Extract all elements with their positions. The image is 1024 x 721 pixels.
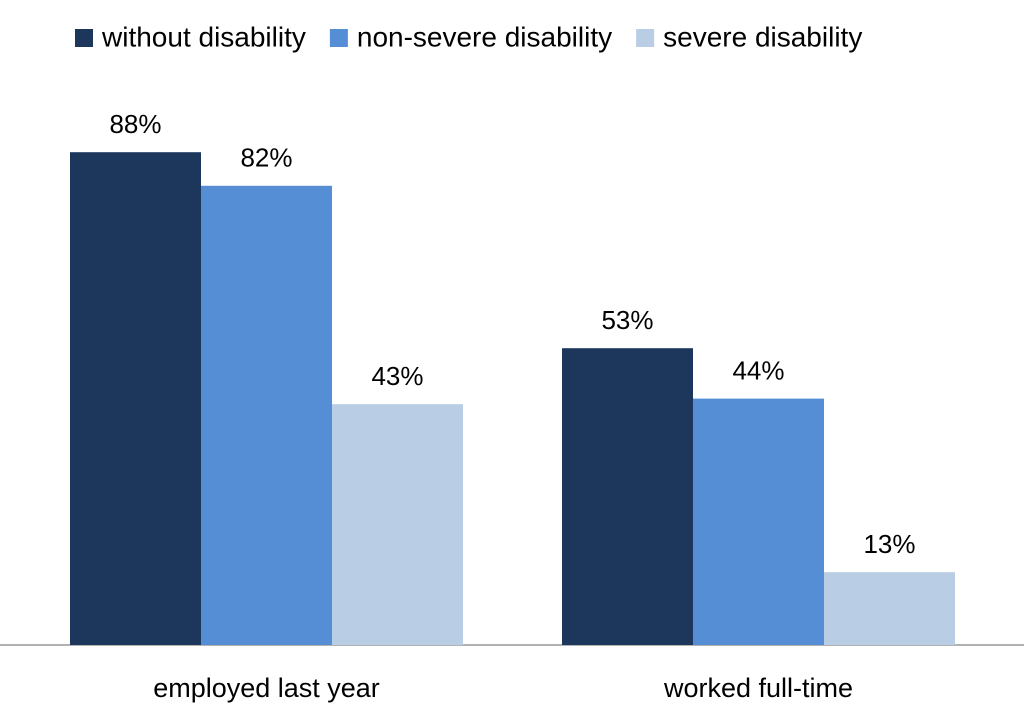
bar bbox=[332, 404, 463, 645]
value-label: 82% bbox=[240, 143, 292, 173]
legend-swatch bbox=[636, 29, 655, 47]
legend-swatch bbox=[75, 29, 93, 47]
legend-label: severe disability bbox=[663, 21, 862, 52]
x-tick-label: employed last year bbox=[153, 673, 380, 703]
value-label: 13% bbox=[863, 529, 915, 559]
bar bbox=[201, 185, 332, 646]
value-label: 88% bbox=[109, 109, 161, 139]
value-label: 53% bbox=[601, 305, 653, 335]
legend-label: without disability bbox=[101, 21, 306, 52]
value-label: 43% bbox=[371, 361, 423, 391]
x-tick-label: worked full-time bbox=[663, 673, 853, 703]
value-label: 44% bbox=[732, 355, 784, 385]
bar bbox=[70, 152, 201, 645]
bar bbox=[693, 398, 824, 645]
legend-swatch bbox=[329, 29, 348, 47]
legend-label: non-severe disability bbox=[357, 21, 612, 52]
bar bbox=[824, 572, 955, 645]
bar bbox=[562, 348, 693, 645]
